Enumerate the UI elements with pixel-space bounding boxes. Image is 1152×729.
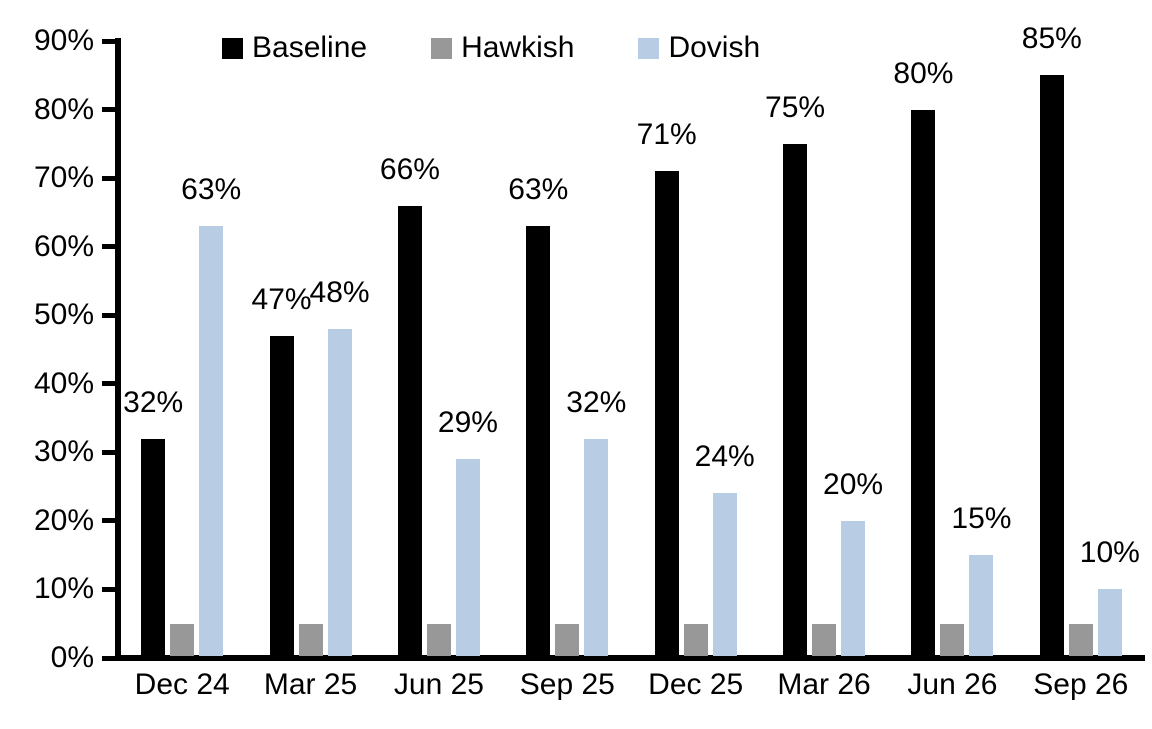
bar-baseline — [269, 335, 294, 656]
y-axis-tick-label: 0% — [50, 641, 94, 674]
bar-value-label: 47% — [251, 282, 312, 316]
y-axis-tick-label: 10% — [33, 572, 94, 606]
bar-value-label: 48% — [309, 275, 370, 309]
bar-baseline — [911, 109, 936, 656]
bar-hawkish — [298, 623, 323, 656]
x-axis-category-label: Dec 24 — [134, 668, 230, 701]
bar-baseline — [1039, 75, 1064, 656]
x-axis-category-label: Sep 26 — [1033, 668, 1129, 701]
bar-value-label: 66% — [379, 152, 440, 186]
bar-hawkish — [555, 623, 580, 656]
bar-hawkish — [812, 623, 837, 656]
legend-label: Dovish — [668, 31, 761, 64]
bar-baseline — [783, 143, 808, 656]
bar-value-label: 85% — [1021, 22, 1082, 56]
bar-value-label: 71% — [636, 118, 697, 152]
bar-value-label: 80% — [893, 56, 954, 90]
y-axis-tick — [102, 449, 115, 455]
bar-value-label: 29% — [437, 406, 498, 440]
y-axis-tick — [102, 107, 115, 113]
y-axis-line — [115, 38, 121, 661]
y-axis-tick-label: 90% — [33, 24, 94, 57]
bar-value-label: 32% — [123, 385, 184, 419]
y-axis-tick — [102, 518, 115, 524]
y-axis-tick — [102, 38, 115, 44]
legend-swatch-icon — [638, 37, 660, 59]
y-axis-tick — [102, 381, 115, 387]
bar-baseline — [526, 226, 551, 656]
x-axis-category-label: Dec 25 — [648, 668, 744, 701]
bar-hawkish — [683, 623, 708, 656]
bar-value-label: 32% — [566, 385, 627, 419]
x-axis-category-label: Mar 25 — [263, 668, 358, 701]
legend-item-dovish: Dovish — [638, 31, 760, 65]
x-axis-category-label: Jun 26 — [907, 668, 998, 701]
bar-dovish — [712, 493, 737, 656]
bar-baseline — [141, 438, 166, 656]
bar-value-label: 63% — [181, 173, 242, 207]
bar-dovish — [841, 520, 866, 656]
y-axis-tick-label: 80% — [33, 92, 94, 126]
y-axis-tick — [102, 655, 115, 661]
bar-value-label: 63% — [508, 173, 569, 207]
bar-hawkish — [170, 623, 195, 656]
bar-value-label: 75% — [765, 90, 826, 124]
y-axis-tick — [102, 312, 115, 318]
y-axis-tick-label: 30% — [33, 435, 94, 469]
x-axis-category-label: Mar 26 — [777, 668, 871, 701]
bar-hawkish — [940, 623, 965, 656]
y-axis-tick — [102, 175, 115, 181]
y-axis-tick-label: 60% — [33, 229, 94, 263]
y-axis-tick-label: 20% — [33, 503, 94, 537]
y-axis-tick — [102, 244, 115, 250]
legend-label: Hawkish — [461, 31, 575, 64]
bar-dovish — [455, 459, 480, 656]
y-axis-tick-label: 50% — [33, 298, 94, 332]
legend-label: Baseline — [252, 31, 368, 64]
x-axis-line — [115, 655, 1145, 661]
legend-item-hawkish: Hawkish — [431, 31, 574, 65]
y-axis-tick-label: 70% — [33, 161, 94, 195]
bar-hawkish — [1068, 623, 1093, 656]
y-axis-tick — [102, 586, 115, 592]
legend-swatch-icon — [431, 37, 453, 59]
bar-dovish — [199, 226, 224, 656]
legend-item-baseline: Baseline — [222, 31, 367, 65]
bar-baseline — [397, 205, 422, 656]
bar-value-label: 20% — [823, 467, 884, 501]
bar-dovish — [327, 328, 352, 656]
bar-value-label: 10% — [1079, 536, 1140, 570]
bar-dovish — [584, 438, 609, 656]
bar-value-label: 15% — [951, 502, 1012, 536]
y-axis-tick-label: 40% — [33, 366, 94, 400]
x-axis-category-label: Jun 25 — [393, 668, 484, 701]
chart-legend: Baseline Hawkish Dovish — [222, 30, 760, 66]
x-axis-category-label: Sep 25 — [519, 668, 615, 701]
bar-hawkish — [426, 623, 451, 656]
bar-value-label: 24% — [694, 440, 755, 474]
bar-baseline — [654, 171, 679, 656]
bar-dovish — [969, 555, 994, 656]
bar-dovish — [1097, 589, 1122, 656]
legend-swatch-icon — [222, 37, 243, 59]
